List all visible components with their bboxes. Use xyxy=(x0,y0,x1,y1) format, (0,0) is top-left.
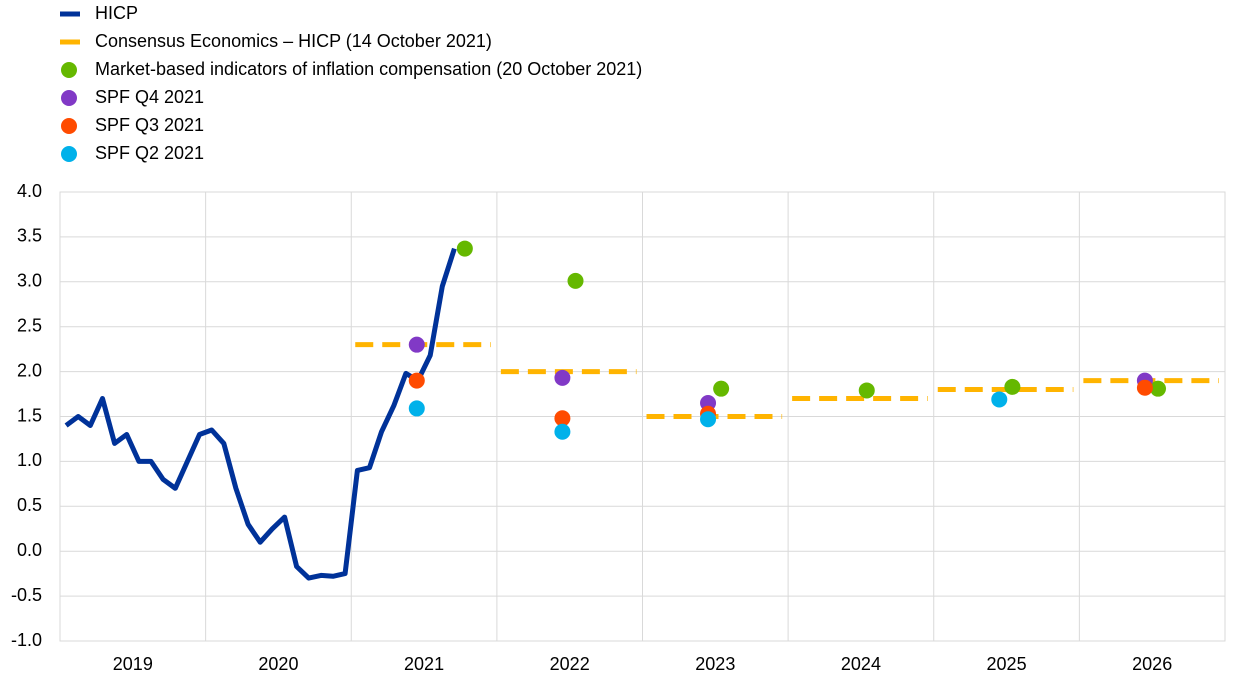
y-tick-label: 4.0 xyxy=(17,181,42,201)
forecast-dot xyxy=(408,336,425,353)
forecast-dot xyxy=(991,391,1008,408)
y-tick-label: 0.5 xyxy=(17,495,42,515)
x-tick-label: 2020 xyxy=(258,654,298,674)
forecast-dot xyxy=(554,369,571,386)
forecast-dot xyxy=(456,240,473,257)
y-tick-label: 1.0 xyxy=(17,450,42,470)
legend-marker xyxy=(61,146,77,162)
y-tick-label: 3.0 xyxy=(17,271,42,291)
y-tick-label: 3.5 xyxy=(17,226,42,246)
forecast-dot xyxy=(1136,379,1153,396)
x-tick-label: 2021 xyxy=(404,654,444,674)
legend-label: SPF Q2 2021 xyxy=(95,143,204,163)
x-tick-label: 2022 xyxy=(550,654,590,674)
y-tick-label: 1.5 xyxy=(17,405,42,425)
legend-label: Consensus Economics – HICP (14 October 2… xyxy=(95,31,492,51)
forecast-dot xyxy=(408,372,425,389)
y-tick-label: 0.0 xyxy=(17,540,42,560)
x-tick-label: 2019 xyxy=(113,654,153,674)
y-tick-label: 2.0 xyxy=(17,360,42,380)
x-tick-label: 2023 xyxy=(695,654,735,674)
forecast-dot xyxy=(713,380,730,397)
forecast-dot xyxy=(858,382,875,399)
forecast-dot xyxy=(554,410,571,427)
y-tick-label: -1.0 xyxy=(11,630,42,650)
forecast-dot xyxy=(1004,378,1021,395)
forecast-dot xyxy=(567,272,584,289)
x-tick-label: 2024 xyxy=(841,654,881,674)
legend-label: SPF Q3 2021 xyxy=(95,115,204,135)
y-tick-label: 2.5 xyxy=(17,315,42,335)
legend-marker xyxy=(61,118,77,134)
legend-marker xyxy=(61,90,77,106)
legend-label: SPF Q4 2021 xyxy=(95,87,204,107)
legend-label: Market-based indicators of inflation com… xyxy=(95,59,642,79)
y-tick-label: -0.5 xyxy=(11,585,42,605)
x-tick-label: 2025 xyxy=(987,654,1027,674)
forecast-dot xyxy=(554,423,571,440)
legend-marker xyxy=(61,62,77,78)
hicp-line xyxy=(64,247,457,581)
forecast-dot xyxy=(1150,380,1167,397)
legend-label: HICP xyxy=(95,3,138,23)
x-tick-label: 2026 xyxy=(1132,654,1172,674)
forecast-dot xyxy=(700,411,717,428)
forecast-dot xyxy=(408,400,425,417)
